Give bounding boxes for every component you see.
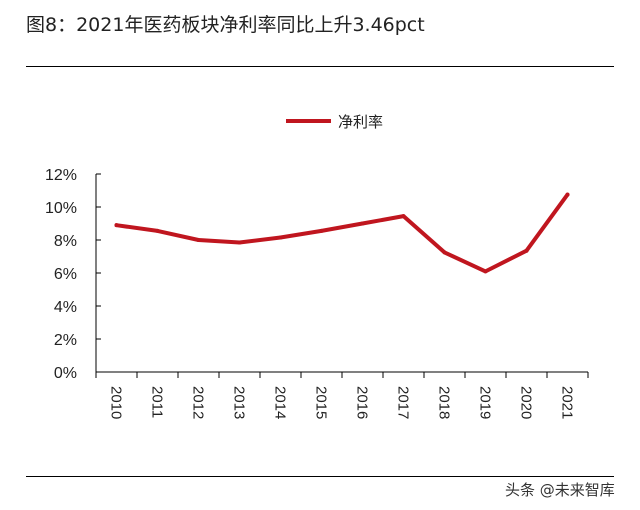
y-axis: 0% 2% 4% 6% 8% 10% 12% xyxy=(45,167,101,382)
y-tick-label: 0% xyxy=(54,365,77,382)
chart-legend: 净利率 xyxy=(286,113,383,131)
x-tick-label: 2017 xyxy=(395,386,412,419)
y-tick-label: 4% xyxy=(54,299,77,316)
x-tick-label: 2018 xyxy=(436,386,453,419)
data-point xyxy=(278,235,283,240)
x-tick-label: 2012 xyxy=(190,386,207,419)
data-point xyxy=(114,223,119,228)
data-point xyxy=(524,248,529,253)
data-point xyxy=(401,214,406,219)
data-point xyxy=(442,250,447,255)
x-tick-label: 2010 xyxy=(108,386,125,419)
x-tick-label: 2016 xyxy=(354,386,371,419)
plot-area xyxy=(114,192,570,274)
figure-title: 图8：2021年医药板块净利率同比上升3.46pct xyxy=(26,14,425,36)
data-point xyxy=(483,269,488,274)
y-tick-label: 8% xyxy=(54,233,77,250)
x-tick-label: 2019 xyxy=(477,386,494,419)
watermark: 头条 @未来智库 xyxy=(505,481,615,499)
x-tick-label: 2021 xyxy=(559,386,576,419)
x-axis: 2010 2011 2012 2013 2014 2015 2016 2017 2018 2019… xyxy=(95,371,589,419)
y-tick-label: 2% xyxy=(54,332,77,349)
data-point xyxy=(565,192,570,197)
series-line xyxy=(114,192,570,274)
x-tick-label: 2015 xyxy=(313,386,330,419)
data-point xyxy=(155,228,160,233)
x-tick-label: 2014 xyxy=(272,386,289,419)
x-tick-label: 2020 xyxy=(518,386,535,419)
y-tick-label: 6% xyxy=(54,266,77,283)
y-tick-label: 10% xyxy=(45,200,77,217)
bottom-divider xyxy=(26,476,614,477)
data-point xyxy=(237,240,242,245)
y-tick-label: 12% xyxy=(45,167,77,184)
data-point xyxy=(360,221,365,226)
data-point xyxy=(319,228,324,233)
x-tick-label: 2011 xyxy=(149,386,166,418)
x-tick-label: 2013 xyxy=(231,386,248,419)
top-divider xyxy=(26,66,614,67)
legend-label: 净利率 xyxy=(338,113,383,131)
data-point xyxy=(196,238,201,242)
